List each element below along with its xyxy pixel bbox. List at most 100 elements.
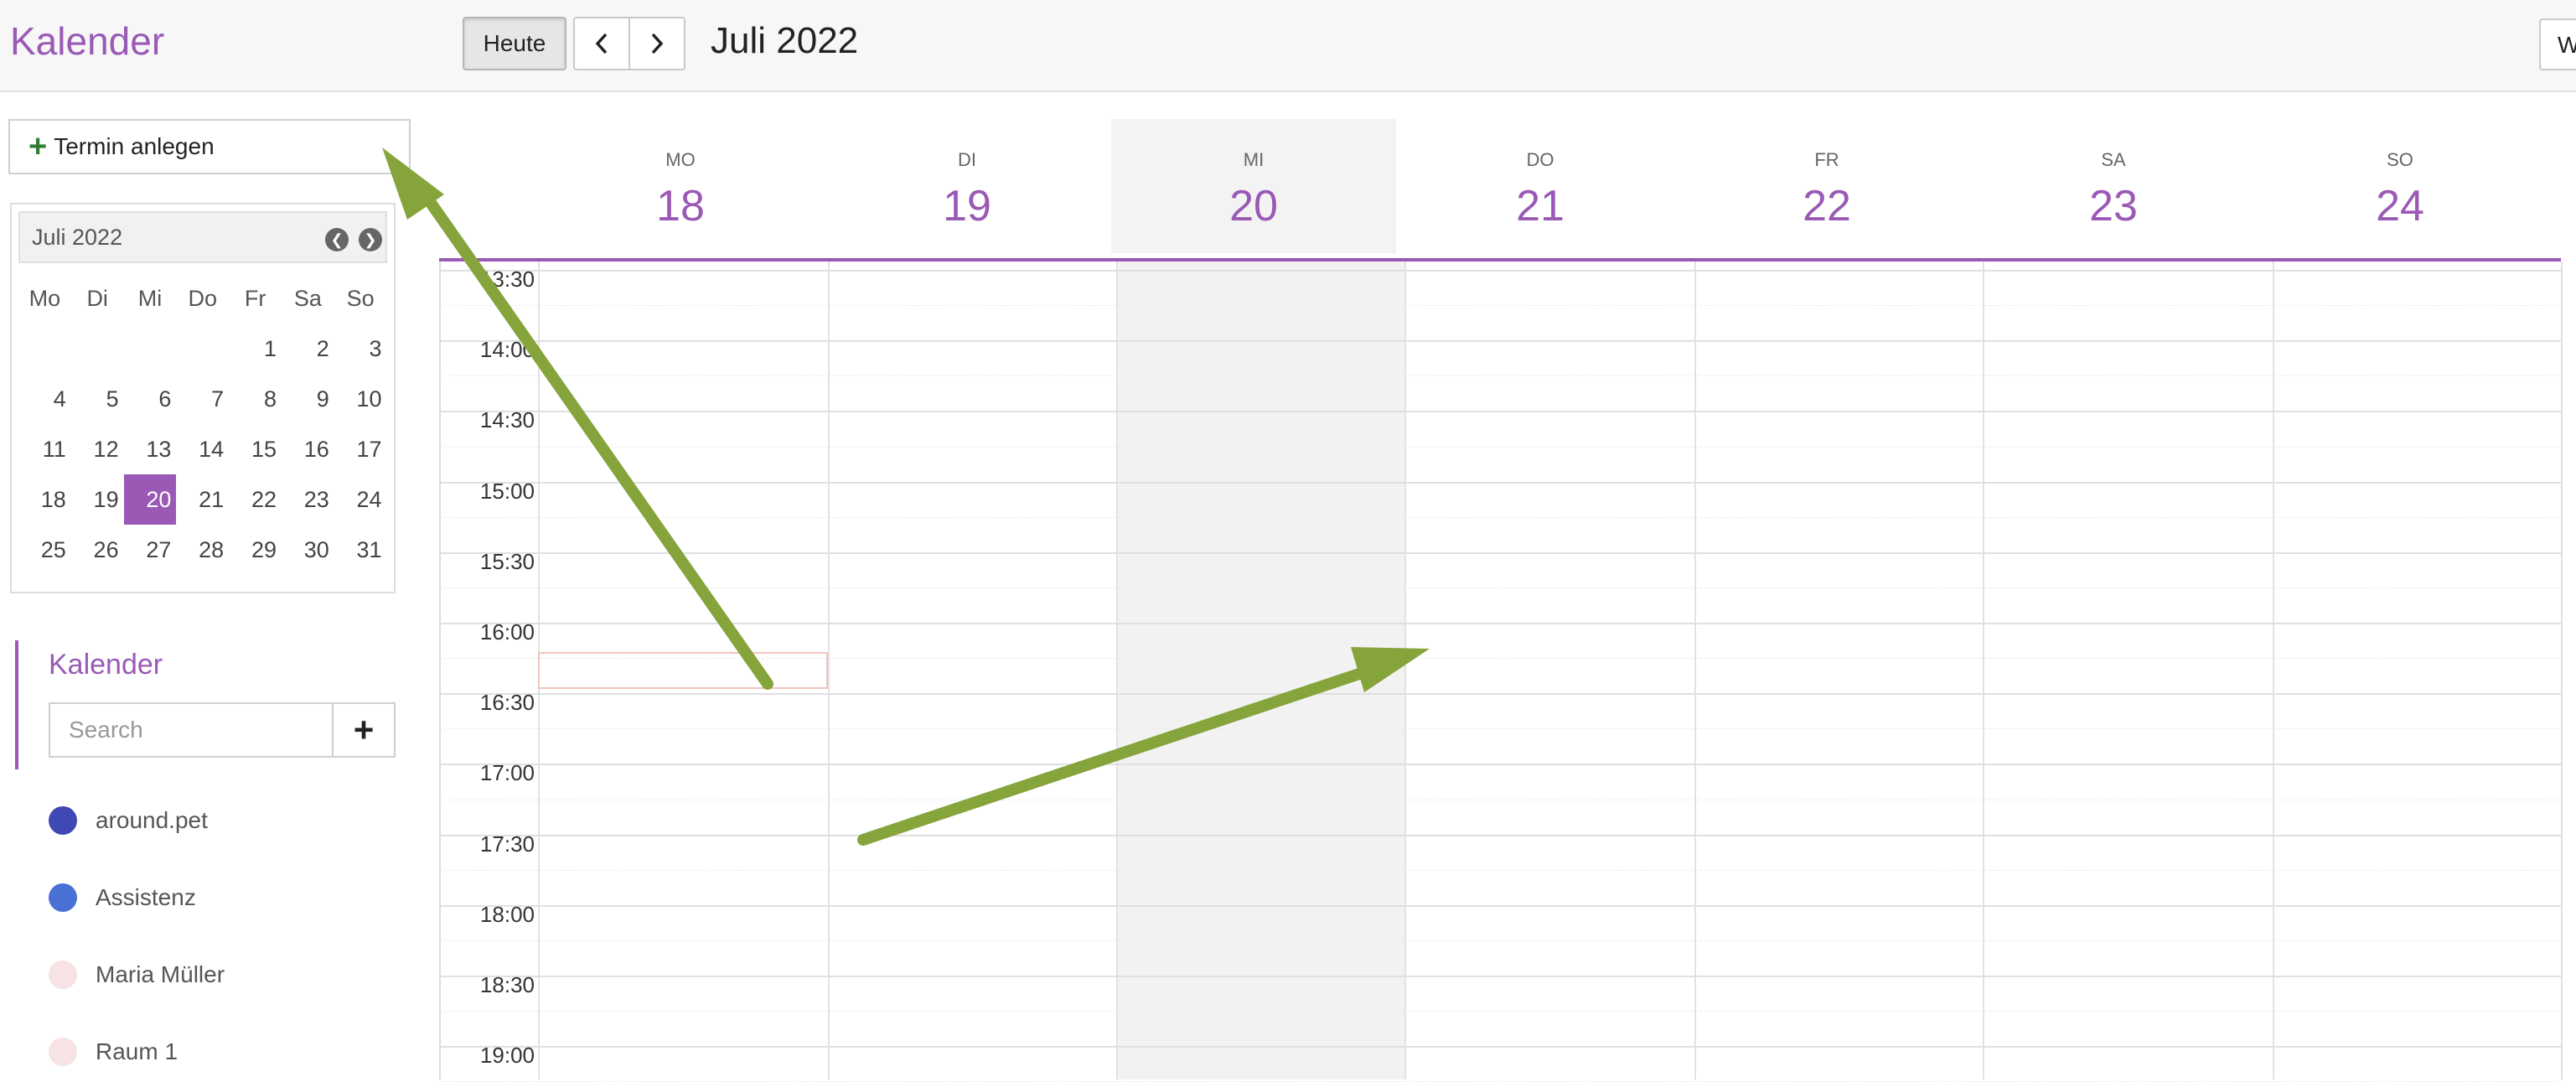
mini-calendar-day[interactable]: 19 [93, 486, 119, 512]
time-slot-half-line [439, 940, 2561, 941]
mini-calendar-header: Juli 2022 ❮ ❯ [18, 211, 387, 263]
calendar-color-dot-icon[interactable] [49, 960, 77, 989]
day-header-weekday: MO [665, 149, 696, 170]
mini-calendar-week: 4 5 6 7 8 9 10 [18, 374, 387, 424]
mini-calendar-day[interactable]: 11 [42, 436, 66, 462]
time-slot-line [439, 904, 2561, 907]
mini-calendar: Juli 2022 ❮ ❯ Mo Di Mi Do Fr Sa So 1 2 3 4 5 6 7 8 9 10 1… [10, 203, 396, 593]
plus-icon: + [28, 129, 48, 164]
calendar-list-item[interactable]: Assistenz [49, 877, 196, 919]
time-slot-line [439, 693, 2561, 696]
day-column-divider [1983, 261, 1984, 1079]
mini-calendar-day[interactable]: 9 [316, 386, 329, 412]
mini-calendar-next-icon[interactable]: ❯ [359, 228, 382, 251]
mini-calendar-day[interactable]: 25 [40, 536, 66, 562]
calendar-color-dot-icon[interactable] [49, 1038, 77, 1066]
calendar-section-marker [15, 640, 18, 769]
time-label: 15:30 [479, 548, 535, 574]
mini-calendar-day[interactable]: 27 [146, 536, 172, 562]
calendar-list-item-label: Maria Müller [96, 961, 225, 987]
mini-calendar-day[interactable]: 28 [199, 536, 225, 562]
mini-calendar-day[interactable]: 23 [303, 486, 329, 512]
day-header-weekday: DO [1526, 149, 1554, 170]
previous-week-button[interactable] [573, 17, 630, 70]
calendar-list-item[interactable]: Maria Müller [49, 954, 225, 996]
time-label: 18:30 [479, 972, 535, 997]
mini-calendar-day[interactable]: 14 [199, 436, 225, 462]
mini-calendar-day[interactable]: 2 [316, 335, 329, 361]
day-header-date: 18 [656, 182, 705, 230]
mini-calendar-day[interactable]: 7 [211, 386, 225, 412]
selected-time-slot[interactable] [538, 652, 828, 689]
calendar-list-item[interactable]: around.pet [49, 800, 208, 841]
mini-calendar-weekday: So [346, 285, 375, 311]
new-event-button[interactable]: + Termin anlegen [8, 119, 411, 174]
time-label: 15:00 [479, 478, 535, 504]
mini-calendar-day[interactable]: 16 [303, 436, 329, 462]
time-label: 16:30 [479, 690, 535, 716]
mini-calendar-day-selected[interactable]: 20 [123, 474, 177, 525]
mini-calendar-day[interactable]: 26 [93, 536, 119, 562]
mini-calendar-weekday: Mo [28, 285, 61, 311]
top-toolbar: Kalender Heute Juli 2022 W [0, 0, 2576, 92]
day-header-date: 23 [2089, 182, 2138, 230]
time-slot-half-line [439, 869, 2561, 871]
mini-calendar-day[interactable]: 10 [356, 386, 382, 412]
time-label: 18:00 [479, 901, 535, 927]
day-header-date: 19 [943, 182, 991, 230]
mini-calendar-weekday: Di [86, 285, 108, 311]
time-label: 19:00 [479, 1043, 535, 1069]
day-header-so[interactable]: SO 24 [2258, 119, 2542, 253]
chevron-right-icon [651, 33, 664, 54]
mini-calendar-week: 11 12 13 14 15 16 17 [18, 424, 387, 474]
today-button[interactable]: Heute [463, 17, 566, 70]
calendar-list-item-label: Assistenz [96, 884, 196, 910]
time-grid[interactable] [439, 261, 2563, 1079]
mini-calendar-day[interactable]: 18 [40, 486, 66, 512]
mini-calendar-day[interactable]: 13 [146, 436, 172, 462]
day-header-di[interactable]: DI 19 [825, 119, 1110, 253]
day-column-divider [1694, 261, 1696, 1079]
add-calendar-button[interactable]: + [332, 702, 396, 758]
mini-calendar-weekday: Mi [137, 285, 163, 311]
mini-calendar-week: 18 19 20 21 22 23 24 [18, 474, 387, 525]
mini-calendar-day[interactable]: 12 [93, 436, 119, 462]
mini-calendar-day[interactable]: 6 [158, 386, 172, 412]
mini-calendar-day[interactable]: 24 [356, 486, 382, 512]
mini-calendar-day[interactable]: 31 [356, 536, 382, 562]
mini-calendar-weekdays: Mo Di Mi Do Fr Sa So [18, 273, 387, 324]
day-header-sa[interactable]: SA 23 [1971, 119, 2256, 253]
day-header-weekday: SO [2387, 149, 2413, 170]
mini-calendar-day[interactable]: 3 [369, 335, 382, 361]
time-slot-line [439, 481, 2561, 484]
next-week-button[interactable] [628, 17, 685, 70]
day-header-mo[interactable]: MO 18 [538, 119, 823, 253]
day-column-divider [2273, 261, 2274, 1079]
mini-calendar-title: Juli 2022 [32, 225, 123, 250]
mini-calendar-day[interactable]: 29 [251, 536, 277, 562]
view-switch-button[interactable]: W [2539, 18, 2576, 70]
time-label: 17:00 [479, 760, 535, 786]
day-header-date: 21 [1516, 182, 1565, 230]
time-slot-half-line [439, 658, 2561, 660]
day-header-fr[interactable]: FR 22 [1684, 119, 1969, 253]
mini-calendar-day[interactable]: 21 [199, 486, 225, 512]
time-slot-line [439, 551, 2561, 554]
mini-calendar-day[interactable]: 8 [263, 386, 277, 412]
mini-calendar-day[interactable]: 4 [53, 386, 66, 412]
mini-calendar-day[interactable]: 15 [251, 436, 277, 462]
mini-calendar-day[interactable]: 5 [106, 386, 119, 412]
time-label: 14:30 [479, 407, 535, 433]
mini-calendar-day[interactable]: 17 [356, 436, 382, 462]
day-header-do[interactable]: DO 21 [1398, 119, 1683, 253]
mini-calendar-prev-icon[interactable]: ❮ [325, 228, 349, 251]
mini-calendar-day[interactable]: 30 [303, 536, 329, 562]
day-header-mi[interactable]: MI 20 [1111, 119, 1396, 253]
mini-calendar-day[interactable]: 1 [263, 335, 277, 361]
mini-calendar-week: 1 2 3 [18, 324, 387, 374]
calendar-color-dot-icon[interactable] [49, 806, 77, 835]
calendar-color-dot-icon[interactable] [49, 883, 77, 912]
calendar-list-item[interactable]: Raum 1 [49, 1031, 178, 1073]
time-label: 16:00 [479, 619, 535, 645]
mini-calendar-day[interactable]: 22 [251, 486, 277, 512]
